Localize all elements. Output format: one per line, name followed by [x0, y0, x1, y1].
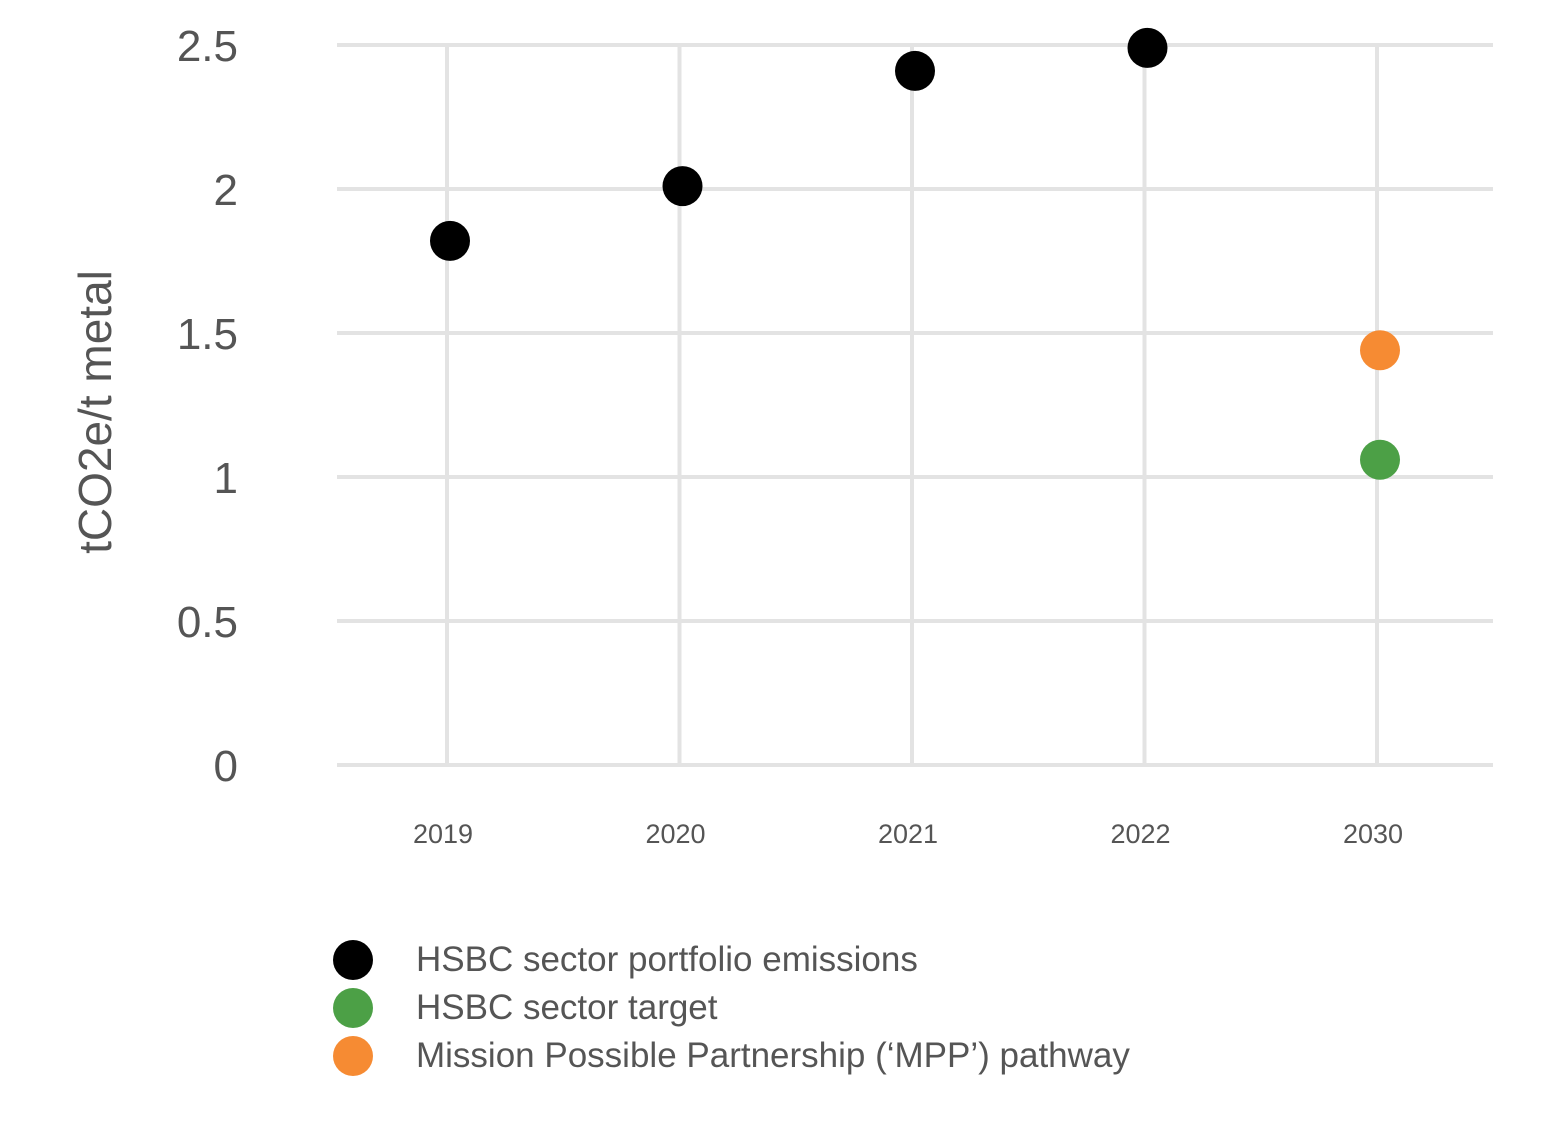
x-tick-label: 2020 [645, 819, 705, 849]
data-point [430, 220, 470, 261]
y-tick-label: 0 [214, 742, 238, 791]
legend-marker [333, 940, 373, 980]
legend-label: Mission Possible Partnership (‘MPP’) pat… [416, 1036, 1130, 1075]
y-tick-label: 2.5 [177, 22, 238, 71]
legend-marker [333, 1036, 373, 1076]
y-tick-label: 1 [214, 454, 238, 503]
legend: HSBC sector portfolio emissions HSBC sect… [333, 936, 1130, 1080]
legend-item: HSBC sector portfolio emissions [333, 936, 1130, 984]
y-tick-label: 0.5 [177, 598, 238, 647]
legend-item: Mission Possible Partnership (‘MPP’) pat… [333, 1032, 1130, 1080]
x-tick-labels: 2019 2020 2021 2022 2030 [413, 819, 1403, 849]
y-axis-label: tCO2e/t metal [69, 270, 121, 554]
data-point [662, 166, 703, 207]
data-point [1127, 27, 1168, 68]
data-point [1360, 439, 1400, 480]
x-tick-label: 2030 [1343, 819, 1403, 849]
y-tick-label: 1.5 [177, 310, 238, 359]
y-tick-labels: 0 0.5 1 1.5 2 2.5 [177, 22, 238, 791]
x-tick-label: 2019 [413, 819, 473, 849]
legend-item: HSBC sector target [333, 984, 1130, 1032]
legend-label: HSBC sector portfolio emissions [416, 940, 918, 979]
data-point [895, 50, 935, 91]
x-tick-label: 2021 [878, 819, 938, 849]
grid-lines [337, 43, 1493, 767]
legend-marker [333, 988, 373, 1028]
x-tick-label: 2022 [1110, 819, 1170, 849]
data-point [1360, 330, 1400, 371]
legend-label: HSBC sector target [416, 988, 718, 1027]
data-points [430, 27, 1400, 480]
y-tick-label: 2 [214, 166, 238, 215]
